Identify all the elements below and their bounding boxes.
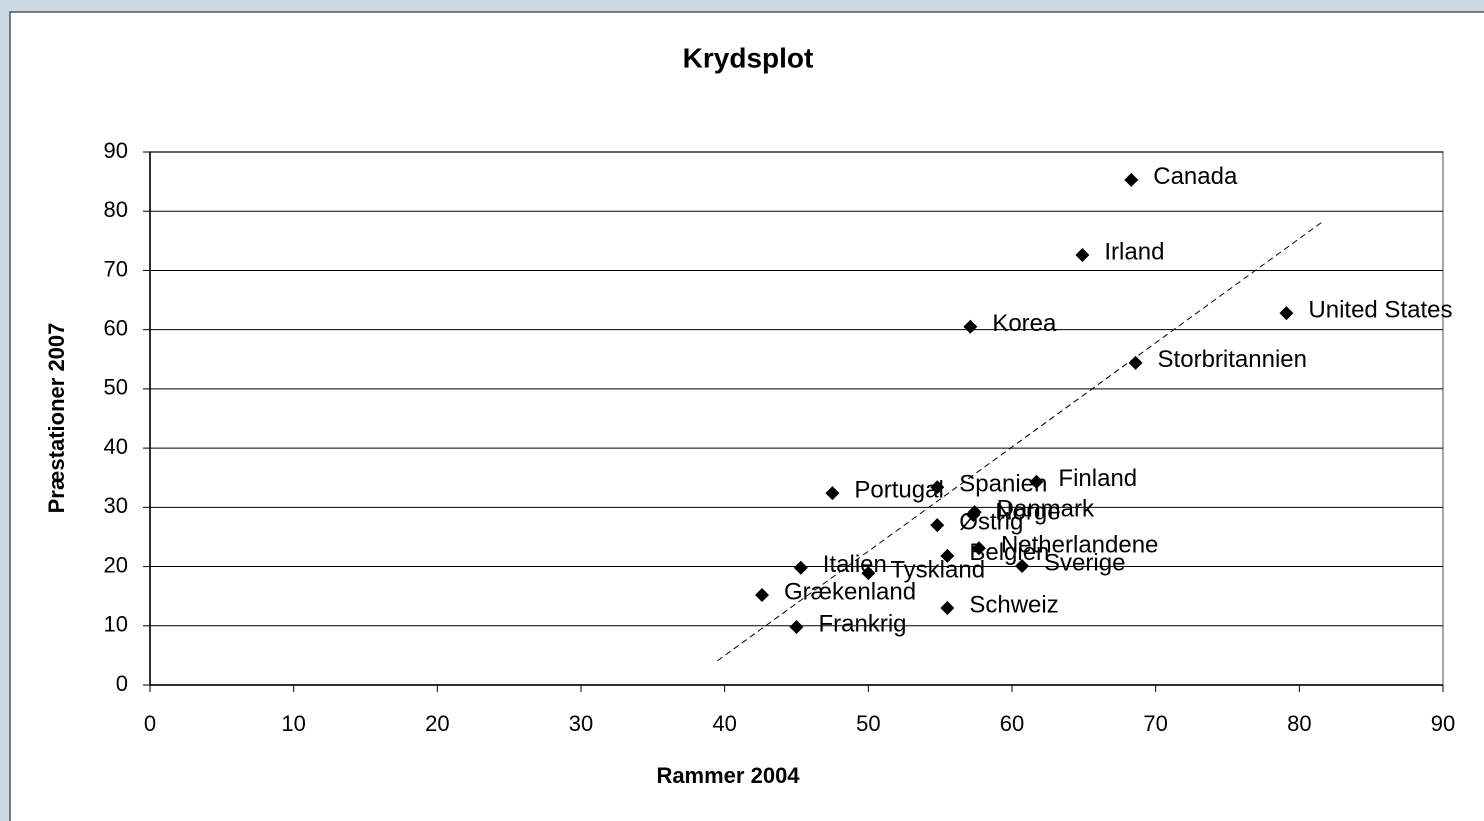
data-label: United States (1308, 296, 1452, 323)
y-tick-label: 40 (104, 434, 128, 459)
point (1029, 474, 1044, 489)
trendline (717, 221, 1323, 662)
y-axis-title: Præstationer 2007 (44, 323, 69, 514)
data-label: Tyskland (890, 556, 985, 583)
y-tick-label: 90 (104, 138, 128, 163)
y-tick-label: 70 (104, 256, 128, 281)
point (1128, 355, 1143, 370)
x-tick-label: 40 (712, 711, 736, 736)
chart-panel (9, 11, 1484, 821)
point (789, 619, 804, 634)
y-tick-label: 30 (104, 493, 128, 518)
x-tick-label: 70 (1143, 711, 1167, 736)
x-tick-label: 20 (425, 711, 449, 736)
point (1015, 558, 1030, 573)
y-tick-label: 10 (104, 612, 128, 637)
x-tick-label: 0 (144, 711, 156, 736)
point (1124, 172, 1139, 187)
point (861, 566, 876, 581)
data-label: Østrig (959, 508, 1023, 535)
point (930, 518, 945, 533)
point (825, 486, 840, 501)
data-label: Italien (823, 551, 887, 578)
data-label: Canada (1153, 163, 1238, 190)
x-tick-label: 50 (856, 711, 880, 736)
x-tick-label: 10 (281, 711, 305, 736)
data-label: Netherlandene (1001, 532, 1158, 559)
point (971, 541, 986, 556)
y-tick-label: 50 (104, 375, 128, 400)
y-tick-label: 0 (116, 671, 128, 696)
data-label: Grækenland (784, 578, 916, 605)
x-tick-label: 90 (1431, 711, 1455, 736)
point (1279, 306, 1294, 321)
y-tick-label: 80 (104, 197, 128, 222)
data-label: Sverige (1044, 549, 1125, 576)
x-tick-label: 30 (569, 711, 593, 736)
point (755, 587, 770, 602)
data-label: Portugal (854, 476, 943, 503)
point (930, 480, 945, 495)
data-label: Norge (995, 498, 1060, 525)
data-label: Finland (1058, 465, 1137, 492)
x-tick-label: 60 (1000, 711, 1024, 736)
data-label: Belgien (969, 539, 1049, 566)
y-tick-label: 20 (104, 552, 128, 577)
point (940, 601, 955, 616)
data-label: Irland (1104, 238, 1164, 265)
point (793, 560, 808, 575)
data-label: Frankrig (819, 610, 907, 637)
x-axis-title: Rammer 2004 (656, 763, 800, 788)
point (1075, 248, 1090, 263)
data-label: Korea (992, 310, 1057, 337)
x-tick-label: 80 (1287, 711, 1311, 736)
data-label: Schweiz (969, 591, 1058, 618)
chart-title: Krydsplot (683, 42, 814, 73)
point (940, 548, 955, 563)
y-tick-label: 60 (104, 315, 128, 340)
data-label: Storbritannien (1158, 346, 1307, 373)
point (966, 508, 981, 523)
data-label: Danmark (997, 495, 1095, 522)
point (963, 319, 978, 334)
